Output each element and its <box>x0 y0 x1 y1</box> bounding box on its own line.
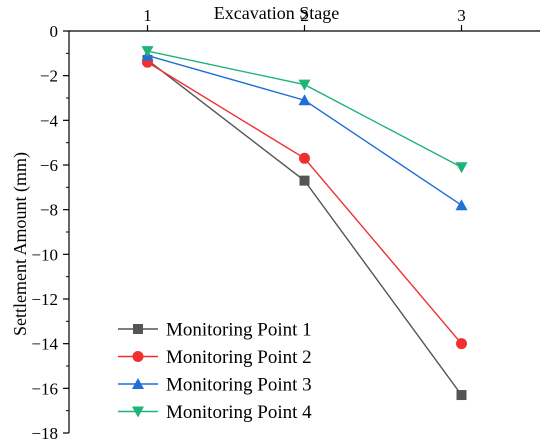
x-tick-label: 2 <box>300 6 309 25</box>
y-tick-label: −14 <box>31 335 58 354</box>
series-line <box>147 59 463 396</box>
x-tick-label: 3 <box>457 6 466 25</box>
y-tick-label: −8 <box>40 201 58 220</box>
legend-marker <box>132 378 144 389</box>
y-axis-title: Settlement Amount (mm) <box>10 152 31 336</box>
x-axis-title: Excavation Stage <box>214 3 339 23</box>
y-tick-label: −16 <box>31 379 58 398</box>
legend-label: Monitoring Point 1 <box>166 320 312 341</box>
y-tick-label: −12 <box>31 290 58 309</box>
y-tick-label: −10 <box>31 245 58 264</box>
y-tick-label: −6 <box>40 156 58 175</box>
x-tick-label: 1 <box>143 6 152 25</box>
legend-marker <box>133 324 143 334</box>
data-point <box>456 338 467 350</box>
data-point <box>141 46 154 58</box>
legend-marker <box>132 406 144 418</box>
data-point <box>298 94 311 106</box>
series-4 <box>141 46 468 174</box>
data-point <box>299 175 310 186</box>
data-point <box>456 390 467 401</box>
y-tick-label: −4 <box>40 111 59 130</box>
series-3 <box>141 49 468 211</box>
x-axis-ticks: 1 2 3 <box>143 6 466 31</box>
legend-label: Monitoring Point 4 <box>166 402 312 423</box>
data-point <box>455 199 468 211</box>
legend: Monitoring Point 1 Monitoring Point 2 Moni… <box>118 320 312 423</box>
y-tick-label: −2 <box>40 67 58 86</box>
plot-frame <box>68 30 540 433</box>
legend-item: Monitoring Point 4 <box>118 402 312 423</box>
legend-item: Monitoring Point 3 <box>118 375 312 396</box>
legend-item: Monitoring Point 1 <box>118 320 312 341</box>
series-layer <box>141 46 468 401</box>
y-axis-ticks: 0 −2 −4 −6 −8 −10 −12 −14 −16 −18 <box>31 22 69 443</box>
y-tick-label: −18 <box>31 424 58 443</box>
data-point <box>298 79 311 91</box>
y-tick-label: 0 <box>50 22 59 41</box>
legend-label: Monitoring Point 3 <box>166 375 312 396</box>
legend-item: Monitoring Point 2 <box>118 347 312 368</box>
legend-marker <box>132 351 144 362</box>
legend-label: Monitoring Point 2 <box>166 347 312 368</box>
data-point <box>299 152 310 164</box>
data-point <box>455 162 468 174</box>
